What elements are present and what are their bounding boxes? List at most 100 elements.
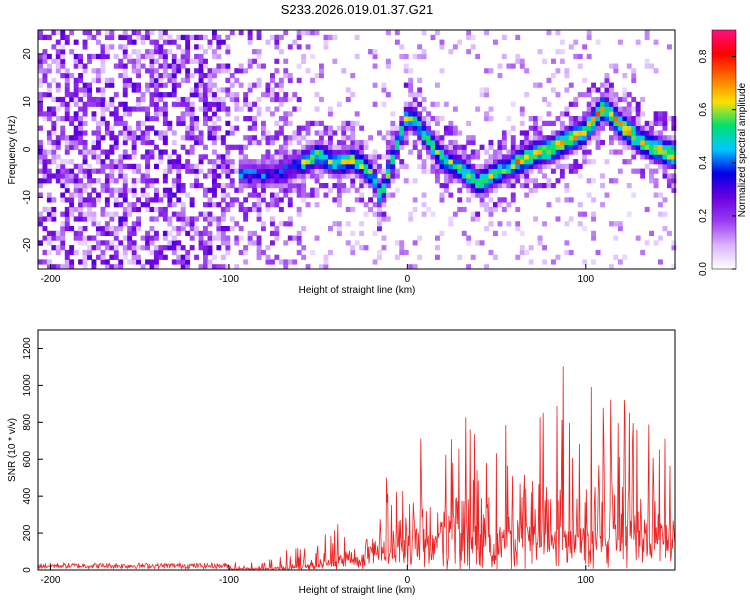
heatmap-cell	[310, 163, 315, 169]
heatmap-cell	[171, 178, 177, 184]
heatmap-cell	[350, 135, 356, 141]
heatmap-cell	[60, 135, 66, 141]
heatmap-cell	[60, 34, 66, 40]
heatmap-cell	[109, 264, 115, 270]
heatmap-cell	[51, 216, 57, 222]
heatmap-cell	[497, 202, 503, 208]
heatmap-cell	[626, 135, 632, 141]
heatmap-cell	[225, 149, 231, 155]
heatmap-cell	[345, 206, 351, 213]
heatmap-cell	[243, 197, 249, 203]
heatmap-cell	[435, 82, 440, 88]
heatmap-cell	[435, 135, 440, 141]
heatmap-cell	[82, 139, 88, 146]
heatmap-cell	[216, 39, 222, 45]
heatmap-cell	[158, 82, 164, 88]
heatmap-cell	[131, 163, 137, 169]
heatmap-cell	[46, 168, 52, 174]
heatmap-cell	[145, 135, 150, 141]
heatmap-cell	[198, 211, 204, 217]
y-tick-label: 800	[22, 414, 33, 431]
heatmap-cell	[430, 149, 436, 155]
heatmap-cell	[296, 106, 302, 112]
heatmap-cell	[162, 235, 168, 241]
heatmap-cell	[372, 230, 378, 236]
heatmap-cell	[46, 106, 52, 112]
heatmap-cell	[488, 154, 494, 160]
heatmap-cell	[296, 178, 302, 184]
heatmap-cell	[613, 63, 619, 69]
heatmap-cell	[252, 192, 257, 198]
heatmap-cell	[154, 96, 159, 103]
heatmap-cell	[55, 245, 61, 251]
heatmap-cell	[176, 96, 182, 103]
heatmap-cell	[546, 101, 552, 107]
heatmap-cell	[176, 197, 182, 203]
heatmap-cell	[354, 197, 360, 203]
heatmap-cell	[73, 235, 79, 241]
heatmap-cell	[278, 183, 284, 189]
heatmap-cell	[55, 68, 61, 74]
heatmap-cell	[310, 139, 315, 146]
heatmap-cell	[524, 163, 530, 169]
heatmap-cell	[640, 149, 646, 155]
heatmap-cell	[136, 163, 141, 169]
heatmap-cell	[296, 96, 302, 103]
heatmap-cell	[283, 144, 289, 150]
heatmap-cell	[653, 135, 659, 141]
heatmap-cell	[154, 259, 159, 265]
heatmap-cell	[501, 168, 507, 174]
heatmap-cell	[154, 235, 159, 241]
heatmap-cell	[319, 183, 324, 189]
heatmap-cell	[109, 44, 115, 50]
heatmap-cell	[136, 206, 141, 213]
heatmap-cell	[154, 87, 159, 93]
heatmap-cell	[439, 68, 445, 74]
heatmap-cell	[595, 125, 601, 131]
heatmap-cell	[109, 82, 115, 88]
heatmap-cell	[635, 149, 641, 155]
heatmap-cell	[78, 96, 83, 103]
heatmap-cell	[194, 216, 199, 222]
heatmap-cell	[104, 49, 110, 55]
heatmap-cell	[399, 44, 405, 50]
heatmap-cell	[287, 163, 293, 169]
heatmap-cell	[96, 144, 101, 150]
heatmap-cell	[194, 178, 199, 184]
heatmap-cell	[412, 144, 418, 150]
heatmap-cell	[359, 197, 365, 203]
heatmap-cell	[609, 116, 614, 122]
heatmap-cell	[658, 192, 663, 198]
heatmap-cell	[60, 168, 66, 174]
heatmap-cell	[229, 178, 235, 184]
heatmap-cell	[559, 168, 565, 174]
heatmap-cell	[515, 58, 521, 64]
heatmap-cell	[319, 149, 324, 155]
heatmap-cell	[203, 192, 208, 198]
heatmap-cell	[64, 211, 70, 217]
heatmap-cell	[38, 63, 43, 69]
heatmap-cell	[225, 245, 231, 251]
heatmap-cell	[417, 125, 423, 131]
heatmap-cell	[292, 178, 298, 184]
heatmap-cell	[136, 178, 141, 184]
heatmap-cell	[189, 216, 195, 222]
heatmap-cell	[439, 44, 445, 50]
heatmap-cell	[176, 34, 182, 40]
heatmap-cell	[265, 245, 271, 251]
heatmap-cell	[667, 163, 672, 169]
heatmap-cell	[394, 168, 400, 174]
heatmap-cell	[430, 135, 436, 141]
heatmap-cell	[265, 168, 271, 174]
heatmap-cell	[568, 120, 574, 126]
heatmap-cell	[225, 249, 231, 256]
heatmap-cell	[479, 163, 485, 169]
heatmap-cell	[631, 73, 637, 79]
heatmap-cell	[225, 111, 231, 117]
heatmap-cell	[350, 73, 356, 79]
heatmap-cell	[145, 245, 150, 251]
heatmap-cell	[653, 139, 659, 146]
heatmap-cell	[649, 230, 654, 236]
heatmap-cell	[533, 144, 538, 150]
heatmap-cell	[412, 116, 418, 122]
